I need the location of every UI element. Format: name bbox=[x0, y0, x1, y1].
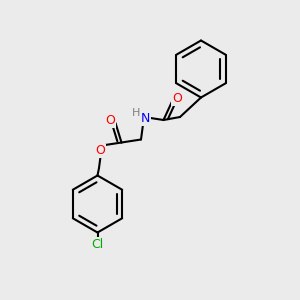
Text: O: O bbox=[96, 144, 105, 158]
Text: Cl: Cl bbox=[92, 238, 104, 251]
Text: O: O bbox=[105, 114, 115, 127]
Text: H: H bbox=[132, 108, 141, 118]
Text: O: O bbox=[172, 92, 182, 106]
Text: N: N bbox=[141, 112, 150, 125]
